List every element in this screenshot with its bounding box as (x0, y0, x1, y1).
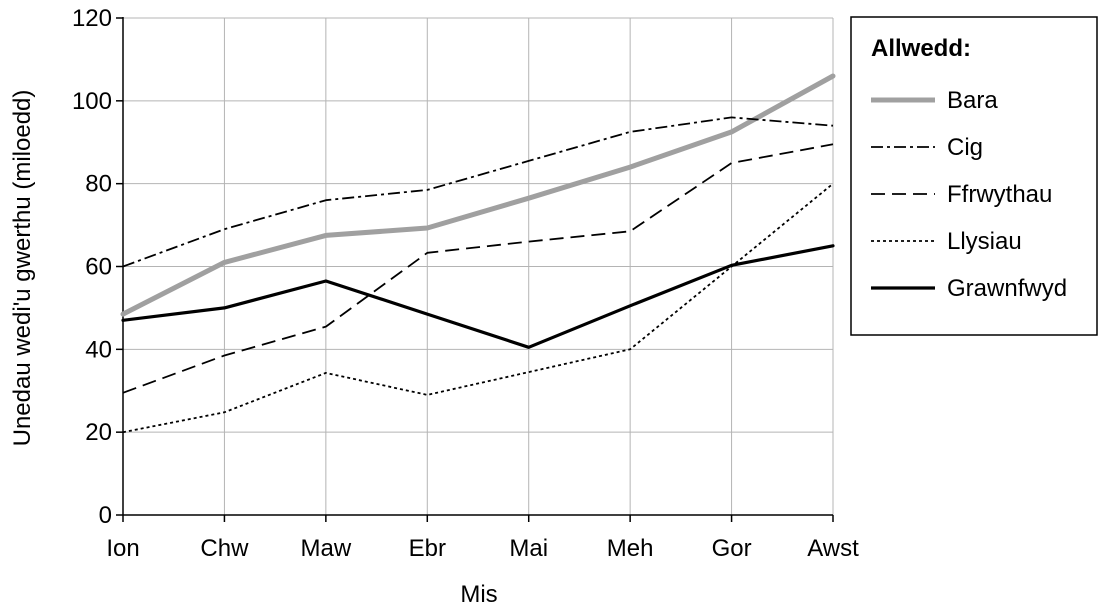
x-tick-label: Awst (807, 535, 859, 562)
axes (116, 17, 834, 522)
series-line-ffrwythau (122, 143, 834, 394)
x-tick-label: Ion (106, 535, 139, 562)
y-tick-label: 100 (72, 88, 112, 115)
y-axis-title: Unedau wedi'u gwerthu (miloedd) (9, 90, 36, 447)
x-tick-label: Chw (200, 535, 249, 562)
legend-label-cig: Cig (947, 134, 983, 161)
legend-label-bara: Bara (947, 87, 998, 114)
series-lines (120, 73, 836, 434)
series-line-llysiau (122, 183, 834, 434)
y-tick-label: 0 (99, 502, 112, 529)
x-tick-labels: Ion Chw Maw Ebr Mai Meh Gor Awst (106, 535, 859, 562)
y-tick-label: 60 (85, 254, 112, 281)
series-line-cig (122, 116, 834, 268)
series-line-bara (120, 73, 836, 317)
y-tick-label: 80 (85, 171, 112, 198)
x-tick-label: Maw (301, 535, 352, 562)
legend: Allwedd: Bara Cig Ffrwythau Llysiau Grawnfwy… (850, 16, 1098, 336)
x-tick-label: Meh (607, 535, 654, 562)
y-tick-labels: 0 20 40 60 80 100 120 (72, 5, 112, 529)
y-tick-label: 40 (85, 336, 112, 363)
grid (123, 17, 834, 515)
x-tick-label: Ebr (409, 535, 446, 562)
x-tick-label: Gor (712, 535, 752, 562)
legend-label-llysiau: Llysiau (947, 228, 1022, 255)
x-tick-label: Mai (509, 535, 548, 562)
legend-label-ffrwythau: Ffrwythau (947, 181, 1052, 208)
legend-title: Allwedd: (871, 35, 971, 62)
x-axis-title: Mis (460, 581, 497, 608)
series-line-grawnfwyd (121, 244, 835, 349)
y-tick-label: 120 (72, 5, 112, 32)
legend-items: Bara Cig Ffrwythau Llysiau Grawnfwyd (871, 87, 1067, 302)
legend-label-grawnfwyd: Grawnfwyd (947, 275, 1067, 302)
legend-box (850, 16, 1098, 336)
y-tick-label: 20 (85, 419, 112, 446)
